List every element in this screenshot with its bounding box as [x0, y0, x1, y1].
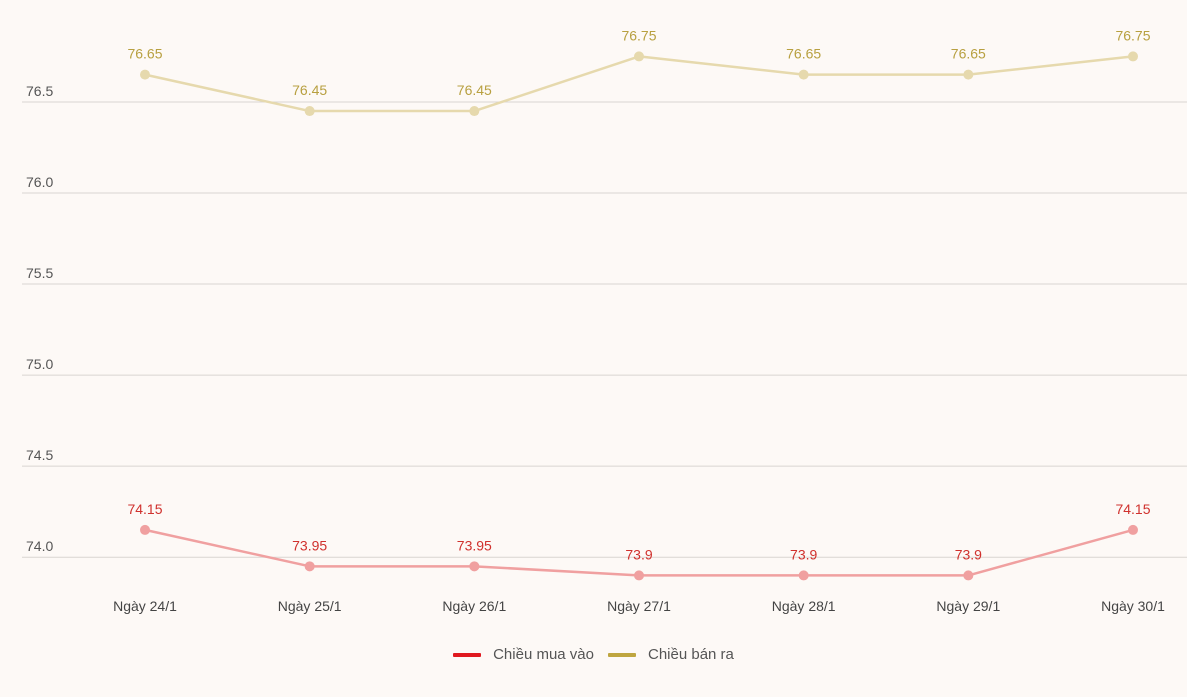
data-label: 73.9	[790, 546, 817, 562]
y-axis: 74.0 74.5 75.0 75.5 76.0 76.5	[26, 83, 53, 554]
data-label: 76.45	[457, 82, 492, 98]
data-point	[140, 69, 150, 80]
y-tick-label: 74.0	[26, 538, 53, 554]
data-point	[798, 69, 809, 80]
y-tick-label: 76.5	[26, 83, 53, 99]
x-axis: Ngày 24/1 Ngày 25/1 Ngày 26/1 Ngày 27/1 Ngày…	[113, 598, 1165, 614]
legend-swatch	[608, 652, 636, 657]
data-label: 73.9	[625, 546, 652, 562]
x-tick-label: Ngày 30/1	[1101, 598, 1165, 614]
data-label: 74.15	[127, 501, 162, 517]
y-tick-label: 75.0	[26, 356, 53, 372]
x-tick-label: Ngày 24/1	[113, 598, 177, 614]
data-point	[798, 570, 809, 581]
data-point	[963, 69, 974, 80]
x-tick-label: Ngày 25/1	[278, 598, 342, 614]
data-label: 76.75	[621, 27, 656, 43]
data-point	[1128, 524, 1138, 535]
data-label: 76.75	[1115, 27, 1150, 43]
x-tick-label: Ngày 29/1	[936, 598, 1000, 614]
y-tick-label: 75.5	[26, 265, 53, 281]
series-2: 76.65 76.45 76.45 76.75 76.65 76.65 76.75	[127, 27, 1151, 117]
data-label: 73.9	[955, 546, 982, 562]
data-label: 76.65	[127, 46, 162, 62]
gridlines	[22, 101, 1187, 558]
y-tick-label: 76.0	[26, 174, 53, 190]
data-point	[304, 106, 315, 117]
data-point	[1128, 51, 1138, 62]
data-label: 76.65	[951, 46, 986, 62]
data-point	[634, 570, 644, 581]
series-1: 74.15 73.95 73.95 73.9 73.9 73.9 74.15	[127, 501, 1151, 581]
line-chart: 74.074.575.075.576.076.5 Ngày 24/1 Ngày 2…	[22, 27, 1187, 614]
x-tick-label: Ngày 28/1	[772, 598, 836, 614]
data-point	[469, 106, 480, 117]
data-label: 76.65	[786, 46, 821, 62]
data-point	[304, 561, 315, 572]
data-point	[140, 524, 150, 535]
y-tick-label: 74.5	[26, 447, 53, 463]
data-label: 73.95	[292, 537, 327, 553]
x-tick-label: Ngày 26/1	[442, 598, 506, 614]
legend-label: Chiều mua vào	[493, 646, 594, 663]
data-label: 73.95	[457, 537, 492, 553]
data-point	[634, 51, 644, 62]
data-label: 76.45	[292, 82, 327, 98]
legend-swatch	[453, 652, 482, 657]
legend-item[interactable]: Chiều mua vào	[453, 646, 594, 663]
legend: Chiều mua vào Chiều bán ra	[0, 646, 1187, 663]
data-point	[963, 570, 974, 581]
data-point	[469, 561, 480, 572]
legend-item[interactable]: Chiều bán ra	[608, 646, 734, 663]
data-label: 74.15	[1115, 501, 1150, 517]
x-tick-label: Ngày 27/1	[607, 598, 671, 614]
legend-label: Chiều bán ra	[648, 646, 734, 663]
